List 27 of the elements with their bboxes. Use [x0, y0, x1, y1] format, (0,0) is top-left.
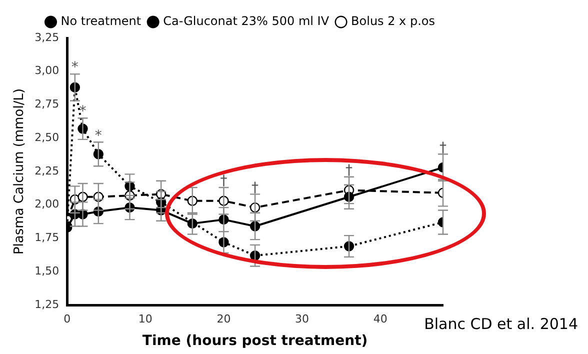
y-tick-label: 2,75 [34, 98, 60, 111]
y-tick-label: 1,50 [34, 264, 60, 278]
x-tick-label: 10 [138, 312, 152, 326]
annotation: * [71, 60, 78, 76]
annotation: † [346, 162, 353, 178]
x-tick-label: 40 [373, 312, 388, 326]
y-tick-label: 2,50 [34, 130, 60, 144]
y-tick-label: 1,25 [34, 298, 60, 311]
x-tick-label: 30 [295, 312, 310, 326]
legend-label: No treatment [60, 14, 142, 28]
y-tick-label: 3,25 [34, 30, 60, 44]
x-axis-title: Time (hours post treatment) [142, 333, 368, 350]
text: Blanc CD et al. 2014 [424, 314, 578, 333]
y-tick-label: 3,00 [34, 64, 60, 78]
legend-label: Bolus 2 x p.os [351, 14, 436, 28]
legend-label: Ca-Gluconat 23% 500 ml IV [163, 14, 330, 28]
annotation: * [79, 104, 86, 120]
x-tick-label: 20 [216, 312, 231, 326]
x-tick-label: 0 [64, 312, 71, 326]
y-axis-title: Plasma Calcium (mmol/L) [12, 88, 28, 255]
annotation: † [252, 180, 259, 196]
annotation: † [220, 173, 228, 190]
y-tick-label: 2,00 [34, 198, 60, 211]
annotation: † [440, 140, 446, 156]
y-tick-label: 2,25 [34, 164, 60, 178]
annotation: * [94, 128, 102, 144]
y-tick-label: 1,75 [34, 231, 60, 244]
